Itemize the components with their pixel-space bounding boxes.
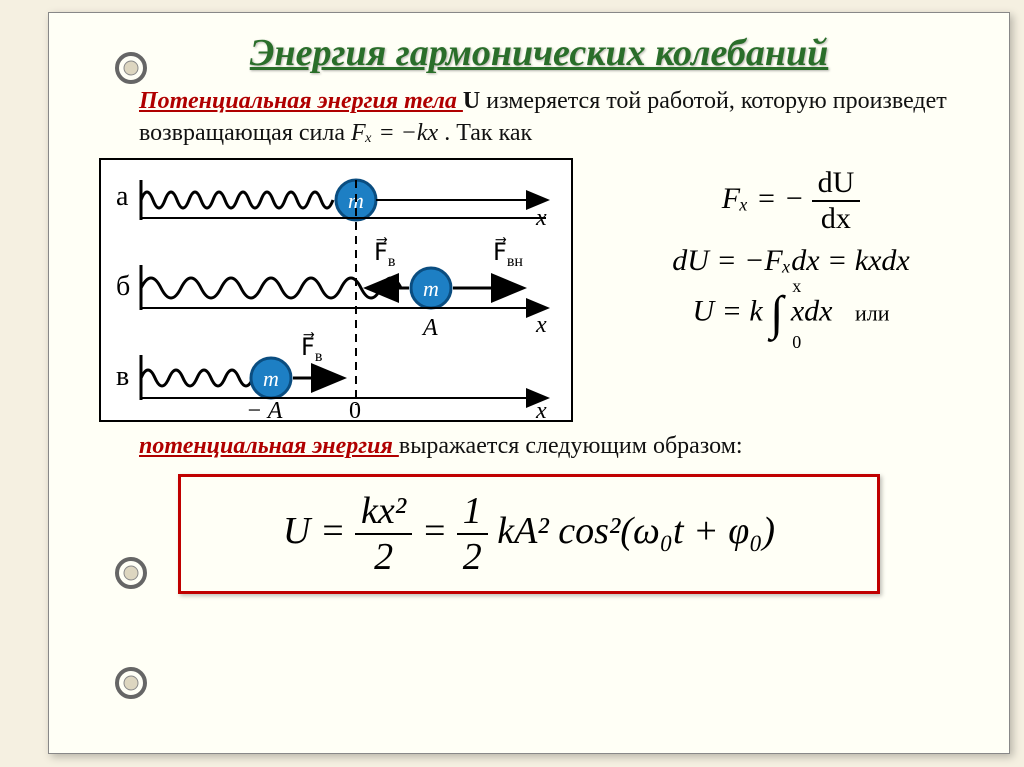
final-frac1: kx² 2 <box>355 489 412 579</box>
svg-text:а: а <box>116 181 129 212</box>
formula-column: Fₓ = − dU dx dU = −Fₓdx = kxdx U = k ∫ x… <box>573 158 979 422</box>
f3-lhs: U = k <box>692 294 762 327</box>
mid-text: потенциальная энергия выражается следующ… <box>139 430 959 462</box>
final-eq: = <box>422 510 448 552</box>
intro-u: U <box>463 88 480 114</box>
final-f2-num: 1 <box>457 489 488 535</box>
svg-text:F⃗в: F⃗в <box>301 331 323 364</box>
f2-text: dU = −Fₓdx = kxdx <box>672 244 910 277</box>
final-formula-box: U = kx² 2 = 1 2 kA² cos²(ω₀t + φ₀) <box>178 474 880 594</box>
binder-ring-1 <box>111 48 151 88</box>
content-row: а m x б m F⃗в <box>79 158 979 422</box>
svg-text:б: б <box>116 271 130 302</box>
final-lhs: U = <box>283 510 346 552</box>
integral-sign: ∫ x 0 <box>770 286 783 341</box>
spring-diagram: а m x б m F⃗в <box>99 158 573 422</box>
mid-highlight: потенциальная энергия <box>139 433 399 459</box>
final-rhs: kA² cos²(ω₀t + φ₀) <box>497 510 775 552</box>
svg-text:F⃗в: F⃗в <box>374 236 396 269</box>
intro-tail: . Так как <box>444 120 532 146</box>
formula-3: U = k ∫ x 0 xdx или <box>603 286 979 341</box>
final-frac2: 1 2 <box>457 489 488 579</box>
intro-text: Потенциальная энергия тела U измеряется … <box>139 85 959 150</box>
binder-ring-4 <box>111 663 151 703</box>
svg-text:A: A <box>421 315 438 341</box>
int-top: x <box>792 276 801 297</box>
f1-num: dU <box>812 166 861 202</box>
final-f2-den: 2 <box>457 535 488 579</box>
formula-2: dU = −Fₓdx = kxdx <box>603 244 979 278</box>
mid-rest: выражается следующим образом: <box>399 433 743 459</box>
f1-frac: dU dx <box>812 166 861 236</box>
slide-paper: Энергия гармонических колебаний Потенциа… <box>48 12 1010 754</box>
svg-text:− A: − A <box>246 398 283 420</box>
page-title: Энергия гармонических колебаний <box>109 31 969 75</box>
f3-rhs: xdx <box>791 294 833 327</box>
final-f1-den: 2 <box>355 535 412 579</box>
svg-text:0: 0 <box>349 398 361 420</box>
svg-text:x: x <box>535 312 547 338</box>
svg-text:m: m <box>263 366 279 391</box>
final-f1-num: kx² <box>361 490 406 532</box>
svg-text:F⃗вн: F⃗вн <box>493 236 523 269</box>
formula-1: Fₓ = − dU dx <box>603 166 979 236</box>
f3-or: или <box>855 300 890 325</box>
spring-diagram-svg: а m x б m F⃗в <box>101 160 571 420</box>
binder-ring-3 <box>111 553 151 593</box>
intro-force: Fₓ = −kx <box>351 120 438 146</box>
svg-text:в: в <box>116 361 129 392</box>
f1-lhs: Fₓ = − <box>722 182 804 215</box>
int-bot: 0 <box>792 332 801 353</box>
intro-highlight: Потенциальная энергия тела <box>139 88 463 114</box>
f1-den: dx <box>812 202 861 236</box>
svg-text:m: m <box>423 276 439 301</box>
svg-text:x: x <box>535 398 547 420</box>
